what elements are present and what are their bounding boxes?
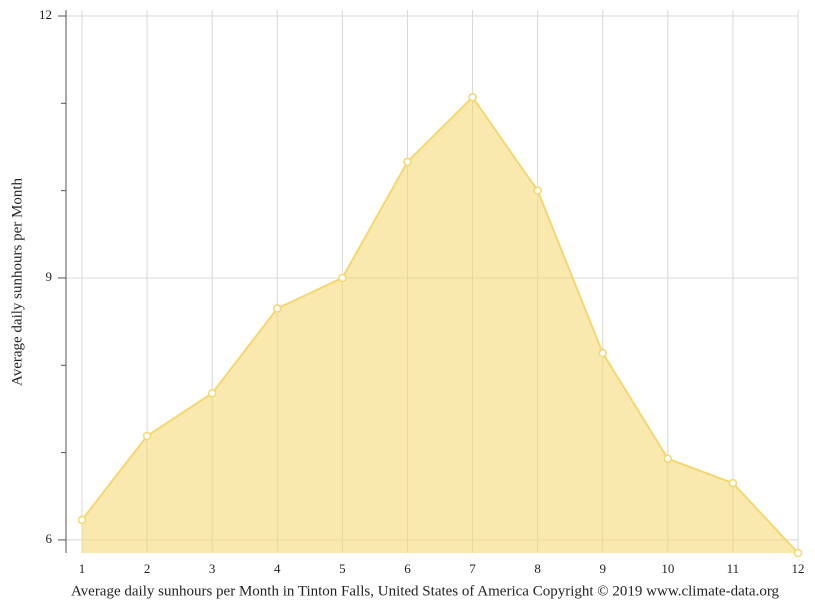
- data-point: [728, 478, 738, 488]
- x-tick-label: 5: [339, 561, 346, 576]
- data-point: [793, 548, 803, 558]
- x-tick-label: 7: [469, 561, 476, 576]
- area-fill: [82, 97, 798, 553]
- x-tick-label: 9: [599, 561, 606, 576]
- data-point: [142, 431, 152, 441]
- data-point: [598, 348, 607, 358]
- x-tick-label: 6: [404, 561, 411, 576]
- x-tick-label: 3: [209, 561, 216, 576]
- data-point: [468, 92, 477, 102]
- data-point: [403, 157, 412, 167]
- x-tick-label: 4: [274, 561, 281, 576]
- data-point: [207, 388, 217, 398]
- x-tick-label: 12: [792, 561, 805, 576]
- x-tick-label: 1: [79, 561, 86, 576]
- data-point: [77, 515, 87, 525]
- area-line: [81, 95, 799, 554]
- x-tick-label: 8: [534, 561, 541, 576]
- data-point: [338, 273, 347, 283]
- y-tick-label: 6: [46, 531, 53, 546]
- data-point: [663, 454, 673, 463]
- y-tick-label: 9: [46, 269, 53, 284]
- y-tick-label: 12: [39, 7, 52, 22]
- x-tick-label: 2: [144, 561, 151, 576]
- x-tick-label: 11: [727, 561, 740, 576]
- x-tick-label: 10: [661, 561, 674, 576]
- chart-title: Average daily sunhours per Month in Tint…: [71, 583, 780, 599]
- data-point: [533, 186, 542, 195]
- y-axis-label: Average daily sunhours per Month: [9, 178, 25, 387]
- data-point: [273, 304, 282, 313]
